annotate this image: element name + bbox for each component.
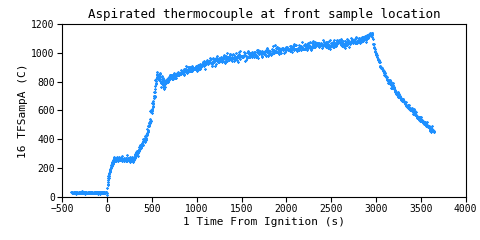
X-axis label: 1 Time From Ignition (s): 1 Time From Ignition (s) <box>183 217 345 227</box>
Title: Aspirated thermocouple at front sample location: Aspirated thermocouple at front sample l… <box>88 8 440 21</box>
Y-axis label: 16 TFSampA (C): 16 TFSampA (C) <box>19 63 28 158</box>
